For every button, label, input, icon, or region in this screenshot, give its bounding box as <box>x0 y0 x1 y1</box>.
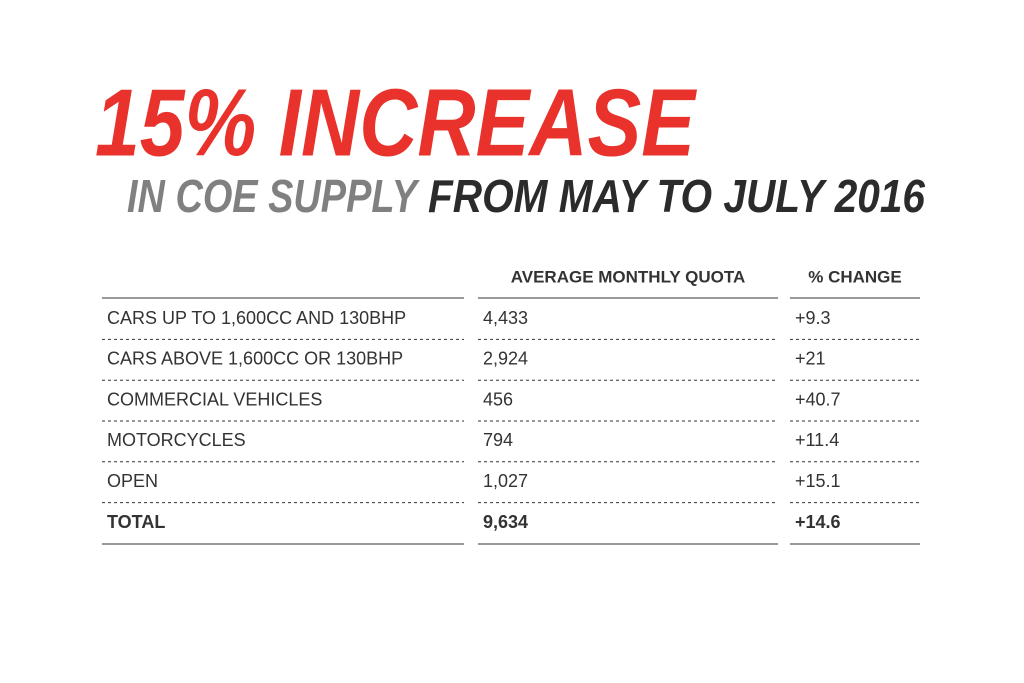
row-label: COMMERCIAL VEHICLES <box>107 389 322 409</box>
cell-value: 794 <box>483 430 513 450</box>
row-label: CARS ABOVE 1,600CC OR 130BHP <box>107 349 403 369</box>
cell-value: 1,027 <box>483 471 528 491</box>
cell-value: +21 <box>795 349 826 369</box>
cell-value: +15.1 <box>795 471 841 491</box>
row-label: OPEN <box>107 471 158 491</box>
total-value: +14.6 <box>795 512 841 532</box>
total-value: 9,634 <box>483 512 528 532</box>
cell-value: 456 <box>483 389 513 409</box>
subtitle-rest: FROM MAY TO JULY 2016 <box>428 170 925 222</box>
row-label: MOTORCYCLES <box>107 430 246 450</box>
subtitle-lead: IN COE SUPPLY <box>127 170 421 222</box>
table-lines <box>102 297 920 545</box>
title: 15% INCREASE <box>95 69 697 176</box>
cell-value: 4,433 <box>483 308 528 328</box>
column-header: % CHANGE <box>808 267 902 286</box>
cell-value: +9.3 <box>795 308 831 328</box>
column-header: AVERAGE MONTHLY QUOTA <box>511 267 746 286</box>
row-label: CARS UP TO 1,600CC AND 130BHP <box>107 308 406 328</box>
cell-value: +11.4 <box>795 430 839 450</box>
cell-value: +40.7 <box>795 389 841 409</box>
total-label: TOTAL <box>107 512 165 532</box>
cell-value: 2,924 <box>483 349 528 369</box>
